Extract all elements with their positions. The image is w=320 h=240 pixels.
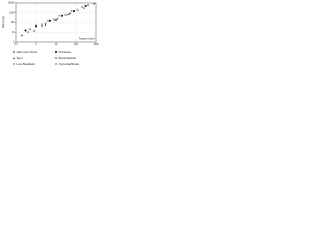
x-tick-label: 10	[55, 43, 58, 46]
y-tick-label: 100	[11, 21, 16, 24]
point	[80, 5, 84, 8]
point	[64, 13, 67, 16]
x-tick-label: 100	[74, 43, 79, 46]
point	[93, 3, 95, 5]
point	[49, 19, 51, 22]
point	[28, 28, 32, 31]
legend-label: Harmonic Drive	[17, 50, 38, 54]
plot-frame	[15, 2, 97, 43]
legend-marker	[55, 63, 57, 65]
y-tick-label: 10	[12, 31, 15, 34]
x-tick-label: 1	[35, 43, 37, 46]
y-axis-label: Mass (g)	[1, 16, 5, 28]
legend-label: Planetary	[59, 50, 72, 54]
legend-marker	[13, 57, 15, 59]
legend-marker	[55, 51, 57, 53]
point	[52, 18, 56, 21]
point	[76, 8, 79, 11]
point	[40, 25, 44, 28]
point	[34, 24, 38, 27]
legend-marker	[12, 50, 16, 54]
point	[56, 17, 59, 20]
point	[44, 23, 47, 26]
point	[84, 5, 87, 7]
legend-label: Bevel/Helical	[59, 56, 77, 60]
x-tick-label: 1000	[93, 43, 99, 46]
y-tick-label: 1	[13, 41, 15, 44]
legend-label: Cycloidal/Strain	[59, 62, 80, 66]
point	[83, 7, 85, 9]
x-axis-label: Torque (Nm)	[78, 36, 95, 40]
point	[69, 12, 71, 15]
point	[26, 31, 30, 34]
point	[61, 14, 63, 17]
point	[44, 22, 47, 25]
point	[35, 25, 37, 28]
y-tick-label: 1000	[9, 11, 15, 14]
point	[58, 14, 61, 17]
legend-marker	[12, 62, 16, 66]
legend-label: Spur	[17, 56, 23, 60]
legend-label: Low Backlash	[17, 62, 36, 66]
point	[73, 10, 75, 12]
point	[54, 18, 58, 22]
point	[55, 18, 57, 21]
x-tick-label: 0.1	[14, 43, 18, 46]
point	[70, 9, 73, 13]
point	[21, 34, 23, 37]
point	[46, 19, 50, 22]
point	[86, 4, 90, 7]
point	[67, 13, 69, 16]
point	[24, 29, 27, 32]
legend-marker	[54, 56, 58, 60]
point	[33, 29, 35, 32]
y-tick-label: 10000	[8, 2, 15, 5]
